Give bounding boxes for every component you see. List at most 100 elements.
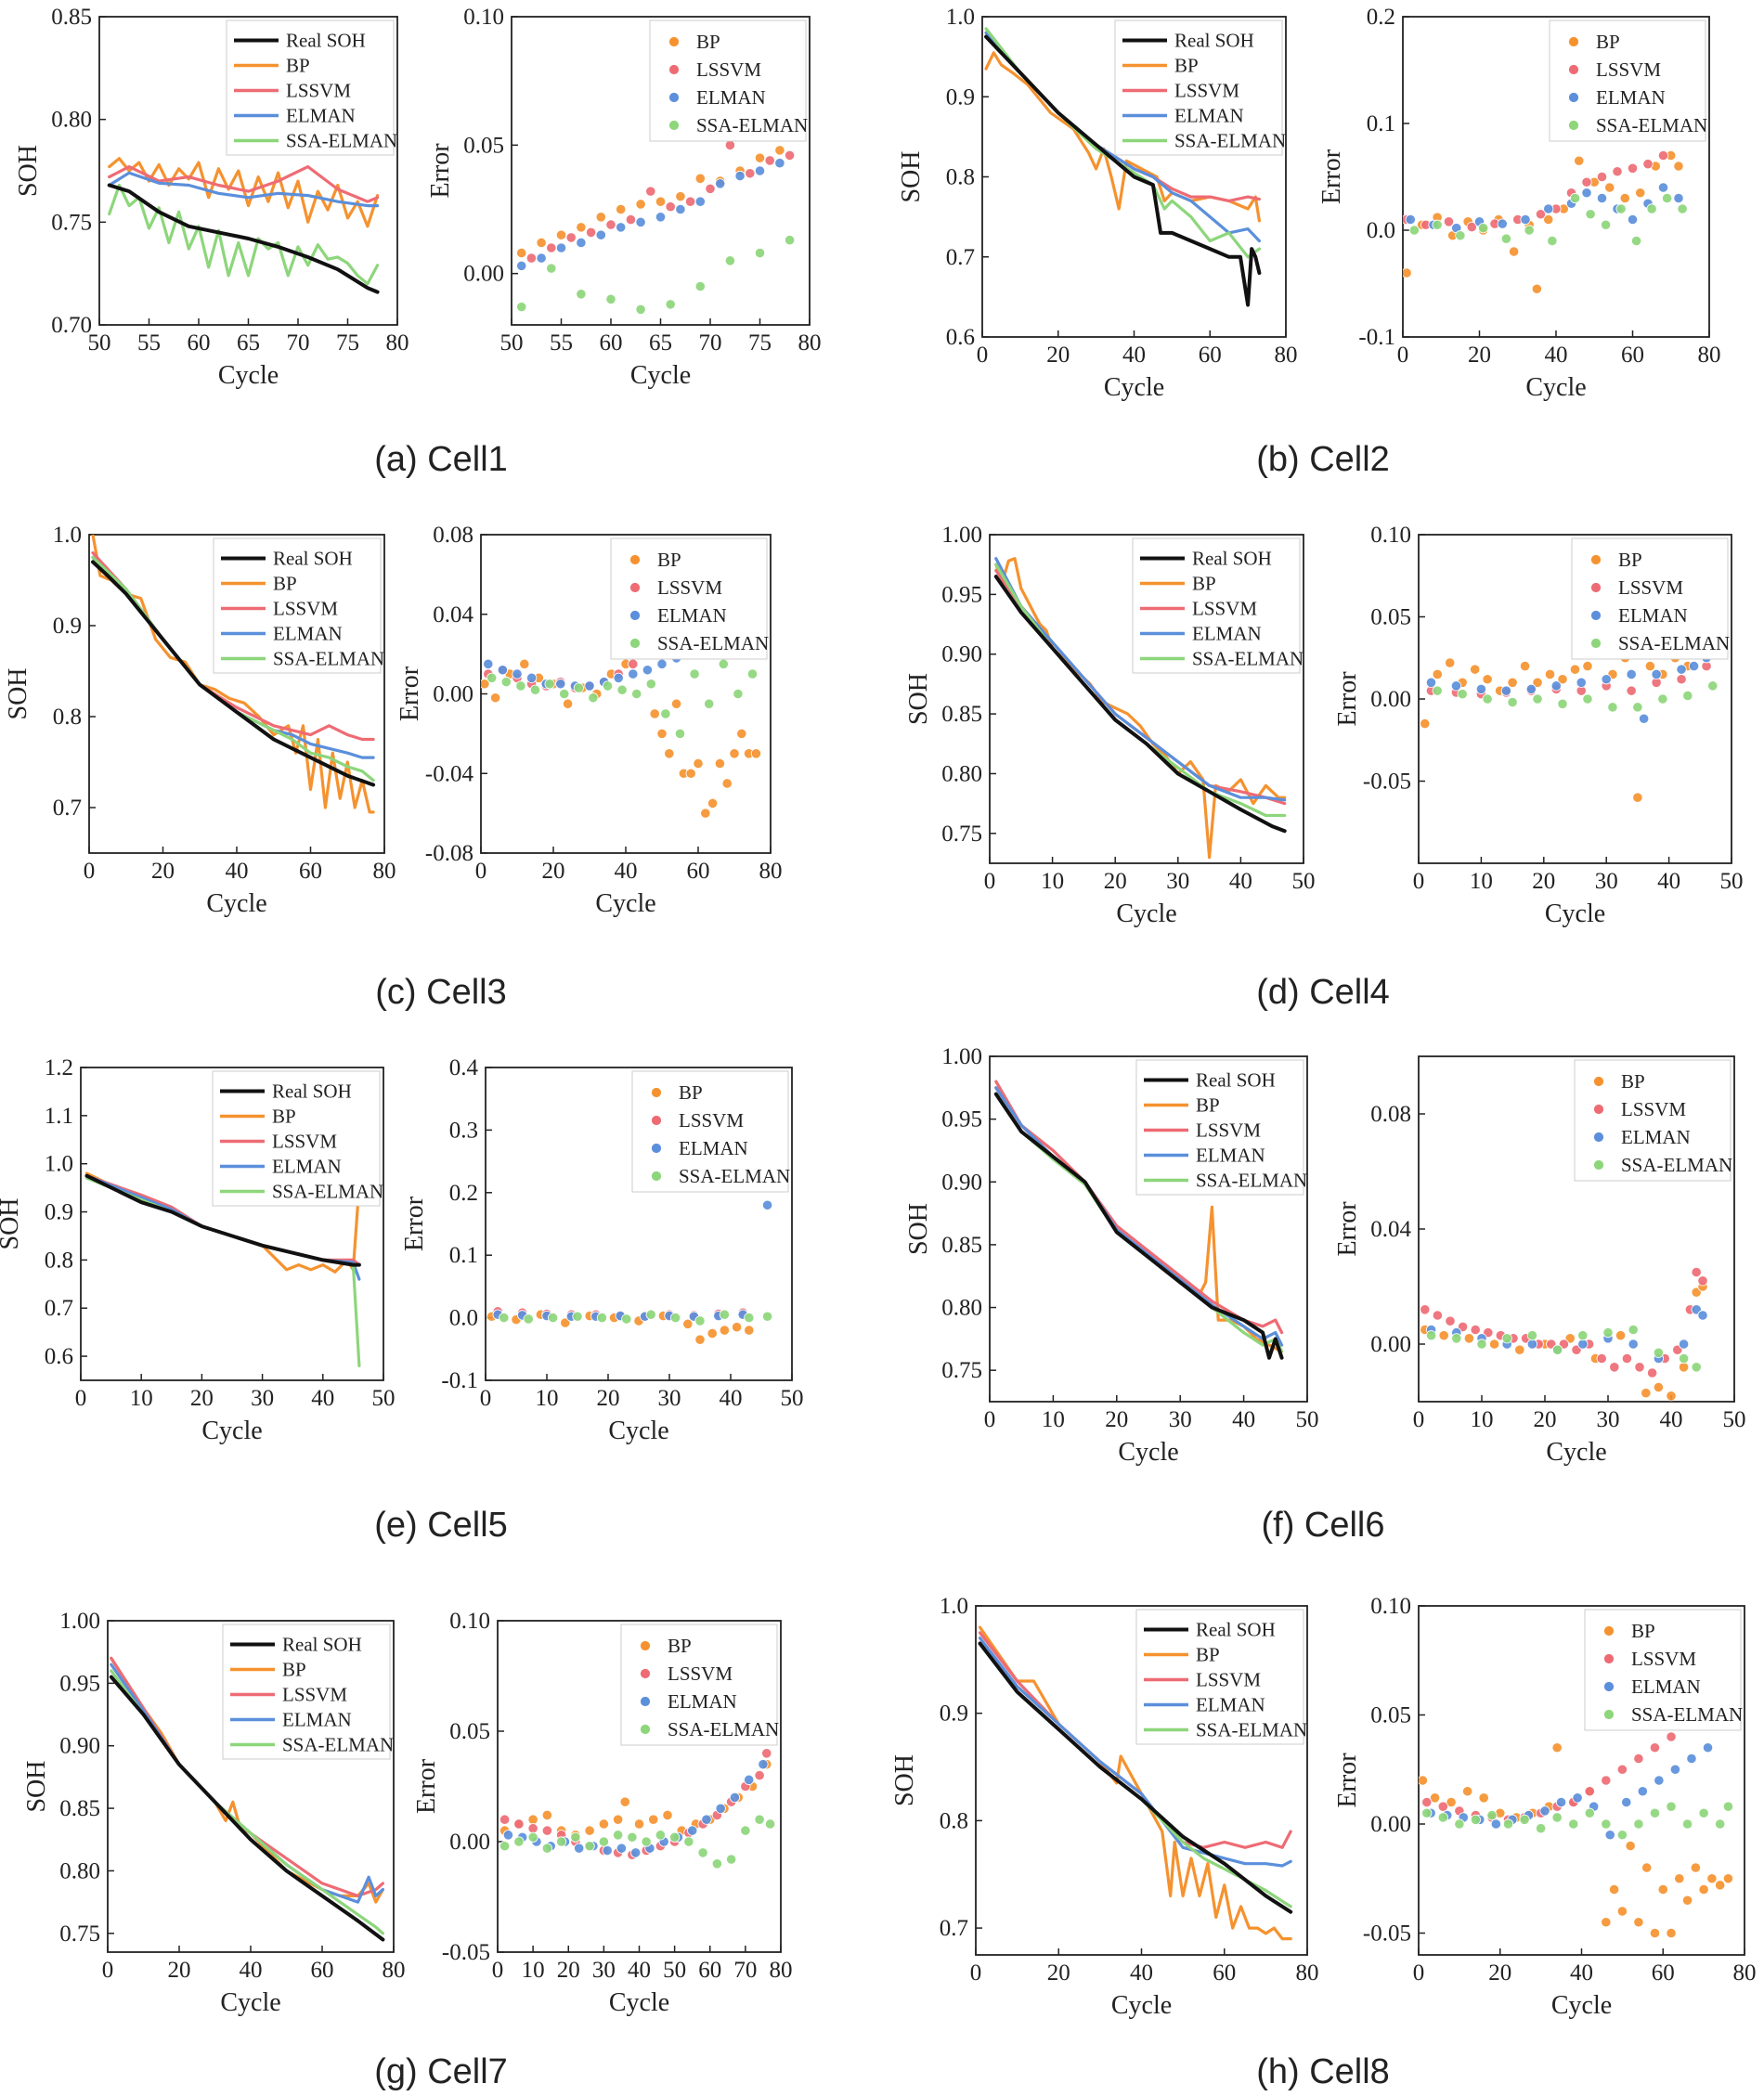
cell8-error-point-elman bbox=[1539, 1805, 1550, 1817]
cell4-error-point-bp bbox=[1644, 660, 1655, 672]
cell3-error-point-bp bbox=[707, 797, 719, 809]
cell7-error-point-bp bbox=[619, 1796, 630, 1807]
cell3-error-y-tick-label: 0.08 bbox=[433, 523, 473, 548]
cell1-soh-series-lssvm-line bbox=[108, 165, 380, 203]
cell8-error-y-tick-label: -0.05 bbox=[1363, 1921, 1411, 1947]
cell3-error-point-ssa-elman bbox=[602, 680, 614, 692]
cell8-error-chart: 0 20 40 60 80 -0.05 0.00 0.05 0.10 Cycle Error BP LS… bbox=[1333, 1594, 1757, 2020]
cell3-error-point-bp bbox=[649, 708, 660, 719]
cell5-error-point-bp bbox=[560, 1317, 571, 1328]
cell5-soh-legend-label-ssa-elman: SSA-ELMAN bbox=[272, 1181, 383, 1203]
cell7-error-point-ssa-elman bbox=[726, 1854, 737, 1865]
cell3-soh-y-tick-label: 1.0 bbox=[53, 523, 82, 548]
cell3-error-point-ssa-elman bbox=[515, 680, 526, 692]
cell1-error-legend-swatch-elman bbox=[668, 92, 680, 103]
cell6-error-point-lssvm bbox=[1432, 1310, 1444, 1321]
cell1-error-y-tick-label: 0.05 bbox=[463, 133, 504, 158]
cell4-error-point-bp bbox=[1582, 660, 1593, 672]
cell2-error-legend-swatch-elman bbox=[1568, 92, 1579, 103]
cell3-error-point-elman bbox=[584, 680, 595, 692]
cell8-error-point-lssvm bbox=[1437, 1801, 1448, 1812]
cell1-soh-series-ssa-elman-line bbox=[108, 183, 380, 286]
cell1-error-point-lssvm bbox=[764, 155, 775, 166]
cell5-error-chart: 0 10 20 30 40 50 -0.1 0.0 0.1 0.2 0.3 0.4 Cycle Error… bbox=[400, 1055, 804, 1445]
cell4-error-x-tick-label: 20 bbox=[1532, 869, 1555, 894]
cell7-error-point-elman bbox=[701, 1814, 712, 1825]
cell2-error-point-bp bbox=[1604, 182, 1615, 193]
cell6-soh-y-tick-label: 0.80 bbox=[941, 1296, 982, 1321]
cell3-soh-x-tick-label: 40 bbox=[226, 859, 249, 884]
cell7-error-point-bp bbox=[598, 1818, 609, 1830]
cell1-error-legend-label-elman: ELMAN bbox=[696, 86, 766, 109]
cell7-soh-x-tick-label: 20 bbox=[168, 1958, 191, 1983]
cell6-soh-x-tick-label: 30 bbox=[1169, 1407, 1192, 1432]
cell5-soh-x-tick-label: 50 bbox=[372, 1386, 396, 1411]
cell7-soh-y-tick-label: 1.00 bbox=[59, 1609, 100, 1634]
cell7-error-point-elman bbox=[602, 1844, 613, 1857]
cell2-soh-legend-label-ssa-elman: SSA-ELMAN bbox=[1174, 130, 1286, 152]
cell1-error-point-bp bbox=[655, 196, 667, 207]
cell2-error-point-lssvm bbox=[1642, 159, 1654, 170]
cell7-error-point-bp bbox=[648, 1814, 659, 1825]
cell3-error-legend: BP LSSVM ELMAN SSA-ELMAN bbox=[610, 537, 769, 660]
cell7-error-point-lssvm bbox=[513, 1818, 525, 1830]
cell2-error-point-lssvm bbox=[1466, 221, 1477, 233]
cell5-error-legend-label-bp: BP bbox=[679, 1081, 703, 1104]
cell6-error-legend-label-bp: BP bbox=[1621, 1070, 1645, 1093]
cell8-soh-series-elman-line bbox=[978, 1637, 1292, 1868]
cell6-error-point-bp bbox=[1489, 1339, 1500, 1350]
cell1-soh-series-real-soh-line bbox=[107, 183, 380, 294]
cell2-soh-legend-label-elman: ELMAN bbox=[1174, 105, 1244, 127]
cell6-soh-y-tick-label: 0.90 bbox=[941, 1170, 982, 1195]
cell5-soh-y-tick-label: 1.1 bbox=[45, 1104, 73, 1129]
cell5-error-legend-label-ssa-elman: SSA-ELMAN bbox=[679, 1165, 790, 1187]
cell6-error-legend-swatch-bp bbox=[1593, 1076, 1604, 1087]
cell2-error-point-ssa-elman bbox=[1500, 233, 1511, 244]
cell5-soh-legend-label-real-soh: Real SOH bbox=[272, 1080, 352, 1103]
cell4-error-series-group bbox=[1420, 636, 1719, 803]
cell3-error-point-elman bbox=[628, 668, 639, 679]
cell6-soh-x-tick-label: 20 bbox=[1105, 1407, 1128, 1432]
cell8-error-point-bp bbox=[1641, 1862, 1653, 1873]
cell7-soh-legend-label-ssa-elman: SSA-ELMAN bbox=[282, 1734, 394, 1756]
cell7-error-point-ssa-elman bbox=[655, 1830, 666, 1841]
cell8-error-point-elman bbox=[1654, 1775, 1665, 1786]
cell7-soh-y-axis-label: SOH bbox=[22, 1760, 51, 1812]
cell1-soh-series-elman-line bbox=[108, 171, 380, 208]
cell4-error-point-bp bbox=[1544, 668, 1556, 680]
cell2-error-x-tick-label: 40 bbox=[1545, 343, 1568, 368]
cell1-error-x-tick-label: 60 bbox=[600, 330, 623, 356]
cell6-error-point-lssvm bbox=[1691, 1266, 1702, 1278]
cell1-error-legend-swatch-ssa-elman bbox=[668, 120, 680, 131]
cell4-soh-series-real-soh-line bbox=[993, 575, 1287, 834]
cell1-error-point-bp bbox=[555, 229, 567, 240]
cell8-soh-legend: Real SOH BP LSSVM ELMAN SSA-ELMAN bbox=[1135, 1609, 1307, 1745]
cell1-error-point-elman bbox=[536, 252, 547, 264]
cell6-error-y-axis-label: Error bbox=[1333, 1201, 1362, 1257]
cell4-error-point-bp bbox=[1420, 718, 1431, 730]
cell7-soh-legend-label-elman: ELMAN bbox=[282, 1709, 352, 1731]
cell7-error-point-elman bbox=[502, 1830, 514, 1841]
cell1-soh-y-axis-label: SOH bbox=[14, 145, 43, 197]
cell2-soh-x-axis-label: Cycle bbox=[1104, 373, 1164, 402]
cell5-error-legend-label-elman: ELMAN bbox=[679, 1137, 748, 1159]
cell8-error-x-tick-label: 60 bbox=[1652, 1960, 1675, 1986]
cell4-soh-x-tick-label: 50 bbox=[1292, 869, 1316, 894]
cell8-soh-y-tick-label: 0.8 bbox=[940, 1808, 968, 1833]
cell5-error-y-tick-label: 0.2 bbox=[449, 1181, 478, 1206]
cell2-error-x-tick-label: 60 bbox=[1621, 343, 1644, 368]
cell4-error-point-ssa-elman bbox=[1707, 680, 1719, 692]
cell3-soh-x-axis-label: Cycle bbox=[206, 889, 266, 918]
cell7-soh-series-real-soh-line bbox=[109, 1675, 385, 1942]
cell6-error-point-ssa-elman bbox=[1476, 1339, 1487, 1350]
cell6-error-x-tick-label: 40 bbox=[1660, 1407, 1683, 1432]
cell8-error-point-bp bbox=[1649, 1927, 1661, 1939]
cell5-error-point-bp bbox=[719, 1325, 731, 1336]
cell5-soh-x-axis-label: Cycle bbox=[201, 1417, 262, 1445]
cell4-error-x-tick-label: 30 bbox=[1595, 869, 1618, 894]
cell2-error-legend-swatch-lssvm bbox=[1568, 64, 1579, 75]
cell1-soh-x-axis-label: Cycle bbox=[218, 361, 279, 390]
cell3-error-point-elman bbox=[656, 658, 668, 669]
cell3-soh-legend-label-elman: ELMAN bbox=[273, 623, 343, 645]
cell6-error-series-group bbox=[1420, 1126, 1708, 1402]
